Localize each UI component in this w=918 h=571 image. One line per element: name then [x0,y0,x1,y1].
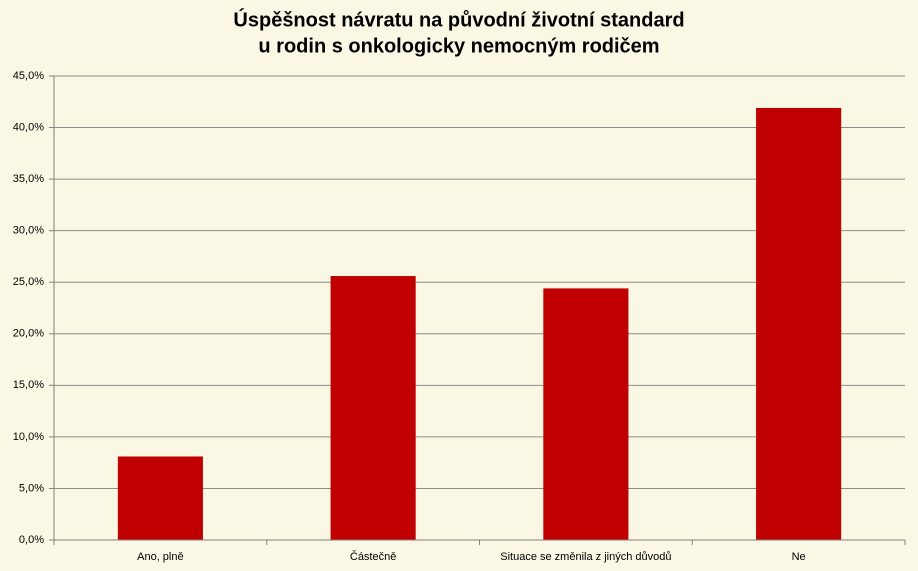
y-tick-label: 5,0% [19,482,44,494]
x-tick-label: Ne [792,551,806,563]
y-tick-label: 10,0% [13,431,44,443]
chart-title: Úspěšnost návratu na původní životní sta… [233,7,684,31]
x-tick-label: Situace se změnila z jiných důvodů [500,551,671,563]
y-tick-label: 20,0% [13,328,44,340]
bar [330,276,416,540]
y-tick-label: 30,0% [13,225,44,237]
y-tick-label: 15,0% [13,379,44,391]
x-tick-label: Ano, plně [137,551,183,563]
bar [756,107,842,540]
x-tick-label: Částečně [350,550,396,563]
bar [117,456,203,540]
y-tick-label: 0,0% [19,534,44,546]
chart-title: u rodin s onkologicky nemocným rodičem [258,35,659,57]
bar [543,288,629,540]
y-tick-label: 40,0% [13,121,44,133]
y-tick-label: 25,0% [13,276,44,288]
y-tick-label: 45,0% [13,70,44,82]
y-tick-label: 35,0% [13,173,44,185]
